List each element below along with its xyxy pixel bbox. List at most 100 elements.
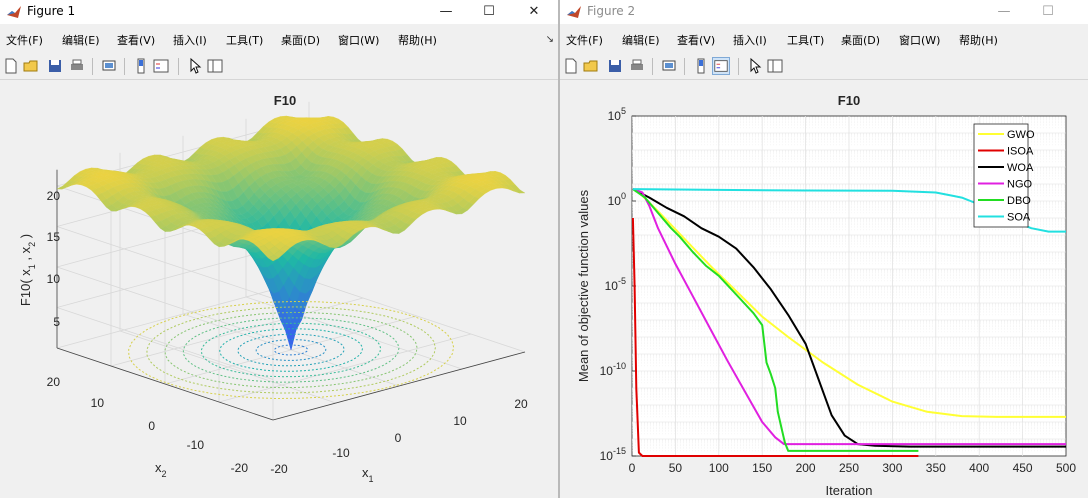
x-tick-label: 150 <box>752 461 772 475</box>
property-editor-icon[interactable] <box>766 57 784 75</box>
surface-plot-3d[interactable]: F10 20 15 10 5 20 10 0 -10 -20 -20 -10 0… <box>0 80 558 498</box>
new-figure-icon[interactable] <box>2 57 20 75</box>
x2-tick-m10: -10 <box>187 438 205 452</box>
x1-axis-label: x1 <box>362 465 374 484</box>
menu-help[interactable]: 帮助(H) <box>398 34 437 47</box>
open-file-icon[interactable] <box>22 57 40 75</box>
series-line-dbo <box>632 188 919 452</box>
x2-tick-10: 10 <box>91 396 105 410</box>
minimize-button[interactable]: — <box>439 4 453 19</box>
x-tick-label: 300 <box>882 461 902 475</box>
contour-ring <box>255 339 327 361</box>
minimize-button[interactable]: — <box>997 4 1011 19</box>
legend-icon[interactable] <box>712 57 730 75</box>
contour-ring <box>128 300 455 400</box>
legend-label-gwo: GWO <box>1007 129 1035 141</box>
chart-title: F10 <box>838 93 860 108</box>
maximize-button[interactable]: ☐ <box>1042 4 1054 19</box>
save-icon[interactable] <box>606 57 624 75</box>
titlebar: Figure 1 — ☐ ✕ <box>0 0 558 24</box>
toolbar <box>0 54 558 80</box>
save-icon[interactable] <box>46 57 64 75</box>
contour-ring <box>219 328 363 372</box>
legend-box <box>973 123 1029 228</box>
series-lines <box>631 188 1066 457</box>
menu-desktop[interactable]: 桌面(D) <box>281 34 321 47</box>
axis-line <box>56 347 274 421</box>
menu-insert[interactable]: 插入(I) <box>733 34 767 47</box>
titlebar: Figure 2 — ☐ <box>560 0 1088 24</box>
x-axis-label: Iteration <box>826 483 873 498</box>
legend-icon[interactable] <box>152 57 170 75</box>
x2-axis-label: x2 <box>155 460 167 479</box>
x-tick-label: 200 <box>796 461 816 475</box>
window-divider <box>558 0 560 498</box>
dock-arrow-icon[interactable]: ↘ <box>545 34 554 45</box>
close-button[interactable]: ✕ <box>528 4 540 19</box>
legend[interactable]: GWO ISOA WOA NGO DBO SOA <box>973 123 1035 228</box>
menu-insert[interactable]: 插入(I) <box>173 34 207 47</box>
x2-tick-20: 20 <box>47 375 61 389</box>
menu-desktop[interactable]: 桌面(D) <box>841 34 881 47</box>
floor-grid <box>110 297 364 367</box>
series-line-woa <box>632 188 1066 448</box>
new-figure-icon[interactable] <box>562 57 580 75</box>
figure-2-window: Figure 2 — ☐ 文件(F) 编辑(E) 查看(V) 插入(I) 工具(… <box>560 0 1088 498</box>
plot-title: F10 <box>274 93 296 108</box>
menu-view[interactable]: 查看(V) <box>677 34 716 47</box>
y-tick-label: 105 <box>608 106 626 123</box>
surface-patch <box>267 254 280 262</box>
x2-tick-0: 0 <box>148 419 155 433</box>
z-tick-10: 10 <box>47 272 61 286</box>
x1-tick-0: 0 <box>395 431 402 445</box>
maximize-button[interactable]: ☐ <box>483 4 495 19</box>
colorbar-icon[interactable] <box>132 57 150 75</box>
print-preview-icon[interactable] <box>100 57 118 75</box>
pointer-icon[interactable] <box>746 57 764 75</box>
floor-grid <box>56 279 310 349</box>
legend-label-dbo: DBO <box>1007 195 1031 207</box>
menu-window[interactable]: 窗口(W) <box>338 34 380 47</box>
contour-ring <box>237 333 345 367</box>
matlab-logo-icon <box>567 6 581 18</box>
series-line-gwo <box>632 188 1066 418</box>
series-line-soa <box>632 188 1066 233</box>
matlab-logo-icon <box>7 6 21 18</box>
contour-ring <box>164 311 418 389</box>
pointer-icon[interactable] <box>186 57 204 75</box>
print-icon[interactable] <box>68 57 86 75</box>
floor-grid <box>308 279 526 353</box>
z-tick-15: 15 <box>47 230 61 244</box>
x1-tick-m20: -20 <box>270 462 288 476</box>
menu-bar: 文件(F) 编辑(E) 查看(V) 插入(I) 工具(T) 桌面(D) 窗口(W… <box>560 28 1088 50</box>
convergence-chart[interactable]: 0 50 100 150 200 250 300 350 400 450 500 105 100 10-5… <box>560 80 1088 498</box>
menu-file[interactable]: 文件(F) <box>566 34 603 47</box>
x-tick-label: 400 <box>969 461 989 475</box>
menu-edit[interactable]: 编辑(E) <box>62 34 100 47</box>
property-editor-icon[interactable] <box>206 57 224 75</box>
menu-view[interactable]: 查看(V) <box>117 34 156 47</box>
figure-1-window: Figure 1 — ☐ ✕ 文件(F) 编辑(E) 查看(V) 插入(I) 工… <box>0 0 558 498</box>
print-preview-icon[interactable] <box>660 57 678 75</box>
x1-tick-10: 10 <box>453 414 467 428</box>
menu-tools[interactable]: 工具(T) <box>226 34 264 47</box>
x-tick-label: 450 <box>1013 461 1033 475</box>
window-title: Figure 1 <box>27 4 76 18</box>
surface-mesh <box>56 115 526 351</box>
x1-tick-m10: -10 <box>332 446 350 460</box>
print-icon[interactable] <box>628 57 646 75</box>
contour-ring <box>200 322 382 378</box>
menu-file[interactable]: 文件(F) <box>6 34 43 47</box>
open-file-icon[interactable] <box>582 57 600 75</box>
menu-help[interactable]: 帮助(H) <box>959 34 998 47</box>
colorbar-icon[interactable] <box>692 57 710 75</box>
y-tick-label: 100 <box>608 191 626 208</box>
series-line-ngo <box>632 188 1066 446</box>
left-wall-grid <box>56 266 274 340</box>
menu-window[interactable]: 窗口(W) <box>899 34 941 47</box>
x-tick-label: 500 <box>1056 461 1076 475</box>
menu-edit[interactable]: 编辑(E) <box>622 34 660 47</box>
menu-tools[interactable]: 工具(T) <box>787 34 825 47</box>
legend-label-isoa: ISOA <box>1007 146 1034 158</box>
y-tick-label: 10-10 <box>600 361 626 378</box>
